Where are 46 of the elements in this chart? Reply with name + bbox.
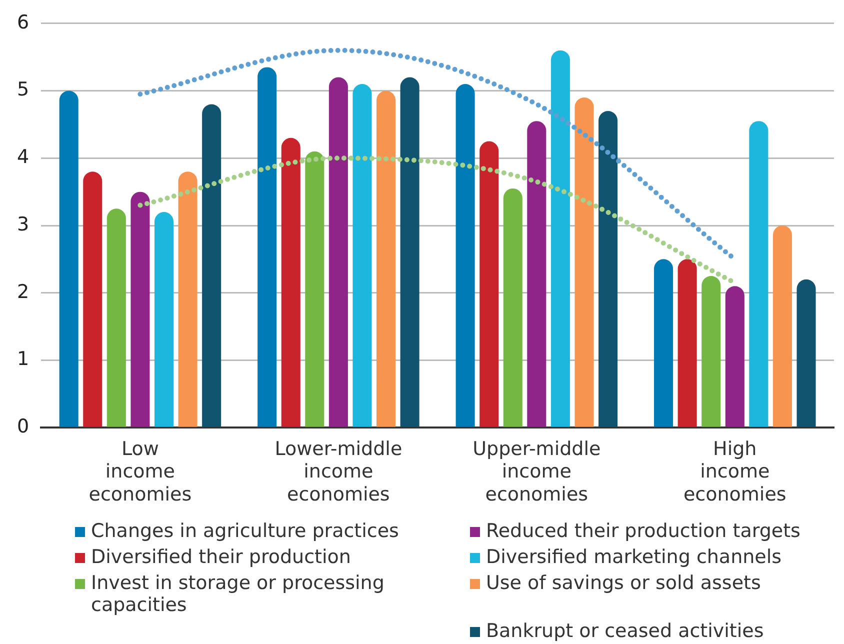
bar <box>281 138 300 427</box>
bar <box>130 192 150 427</box>
bar <box>376 90 396 427</box>
bar <box>654 259 674 427</box>
legend-label: Invest in storage or processing capacities <box>91 572 386 616</box>
legend-label: Reduced their production targets <box>486 520 800 542</box>
bar <box>258 67 277 427</box>
bar <box>202 104 222 427</box>
bar <box>503 188 522 427</box>
bar <box>527 121 546 427</box>
bar <box>59 90 78 427</box>
y-tick-label: 0 <box>16 416 30 438</box>
legend-label: Bankrupt or ceased activities <box>486 620 764 642</box>
bar <box>772 226 792 427</box>
y-tick-label: 4 <box>16 146 30 168</box>
y-tick-label: 5 <box>16 78 30 101</box>
bar <box>725 286 744 427</box>
bar <box>328 77 348 427</box>
x-tick-label: High income economies <box>683 438 786 506</box>
bar <box>178 172 198 427</box>
bar <box>574 98 594 427</box>
x-tick-label: Upper-middle income economies <box>472 438 601 506</box>
bar <box>106 208 126 427</box>
bar <box>678 259 697 427</box>
bar <box>305 151 324 427</box>
legend-label: Changes in agriculture practices <box>91 520 399 542</box>
bar <box>480 141 499 427</box>
x-tick-label: Low income economies <box>88 438 192 506</box>
bar <box>796 279 816 427</box>
y-tick-label: 6 <box>16 11 30 34</box>
bar <box>154 212 174 427</box>
bar <box>598 110 618 427</box>
y-tick-label: 2 <box>16 280 30 303</box>
y-tick-label: 1 <box>16 348 30 370</box>
bar <box>749 121 768 427</box>
bar <box>456 84 475 427</box>
bar <box>352 84 372 427</box>
legend-label: Diversified their production <box>91 546 351 568</box>
bar <box>702 276 721 427</box>
legend-label: Use of savings or sold assets <box>486 572 761 594</box>
y-tick-label: 3 <box>16 213 30 236</box>
bar <box>83 172 102 427</box>
bar <box>550 50 570 427</box>
bar <box>400 77 420 427</box>
legend-label: Diversified marketing channels <box>486 546 782 568</box>
x-tick-label: Lower-middle income economies <box>274 438 402 506</box>
